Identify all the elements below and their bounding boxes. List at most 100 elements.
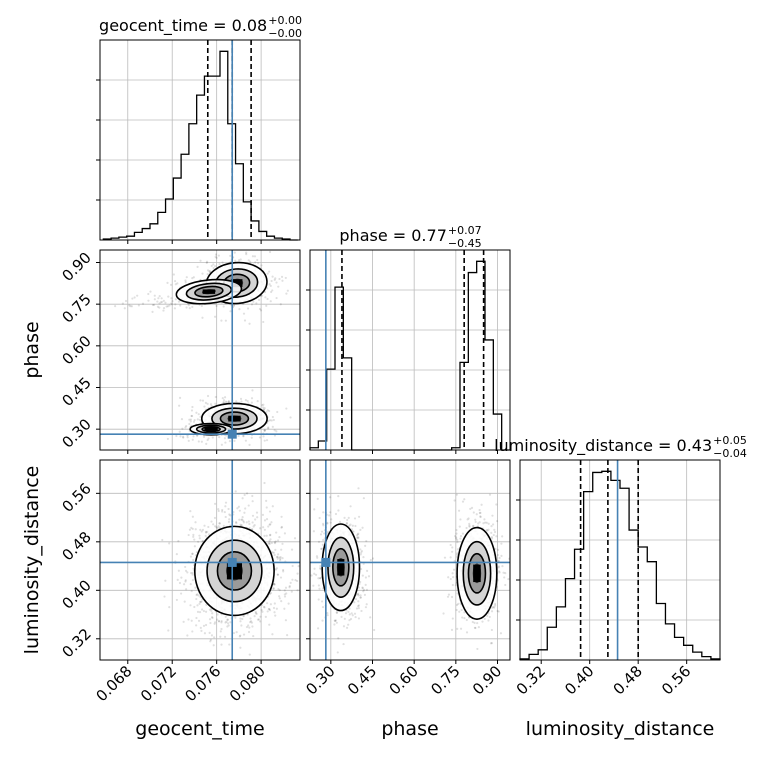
sample-point (229, 514, 232, 517)
sample-point (273, 583, 276, 586)
sample-point (222, 305, 225, 308)
sample-point (227, 507, 230, 511)
sample-point (255, 511, 259, 514)
sample-point (247, 630, 251, 634)
sample-point (332, 662, 334, 664)
sample-point (493, 530, 497, 534)
sample-point (258, 307, 262, 311)
sample-point (283, 593, 286, 596)
sample-point (476, 647, 479, 651)
sample-point (468, 522, 471, 525)
sample-point (180, 576, 183, 579)
sample-point (362, 562, 365, 565)
title-minus: −0.04 (713, 447, 747, 460)
sample-point (262, 403, 265, 406)
sample-point (266, 610, 269, 613)
sample-point (210, 616, 214, 619)
sample-point (162, 309, 165, 312)
sample-point (485, 528, 488, 532)
sample-point (262, 406, 265, 409)
sample-point (278, 556, 281, 559)
sample-point (189, 604, 192, 607)
sample-point (275, 531, 278, 534)
sample-point (283, 595, 287, 598)
sample-point (221, 261, 224, 264)
sample-point (187, 303, 190, 307)
truth-marker (321, 557, 331, 567)
sample-point (296, 579, 299, 583)
sample-point (191, 552, 194, 555)
sample-point (476, 622, 479, 625)
sample-point (357, 487, 360, 490)
sample-point (202, 435, 206, 438)
sample-point (203, 632, 207, 635)
sample-point (250, 303, 254, 306)
sample-point (495, 519, 499, 523)
sample-point (273, 434, 277, 437)
sample-point (278, 277, 281, 281)
sample-point (211, 612, 214, 615)
sample-point (457, 509, 461, 512)
sample-point (496, 609, 499, 613)
sample-point (254, 261, 257, 264)
x-tick-label: 0.56 (658, 662, 694, 698)
sample-point (180, 592, 183, 595)
sample-point (249, 617, 252, 620)
sample-point (453, 499, 456, 502)
density-peak (204, 427, 218, 431)
sample-point (275, 567, 279, 570)
sample-point (275, 556, 279, 559)
sample-point (497, 610, 500, 613)
sample-point (280, 526, 283, 529)
contour-line (462, 540, 492, 606)
sample-point (262, 526, 265, 529)
sample-point (257, 262, 260, 265)
sample-point (484, 521, 487, 524)
sample-point (233, 251, 236, 254)
sample-point (454, 535, 457, 538)
sample-point (479, 515, 482, 518)
sample-point (351, 524, 354, 527)
sample-point (320, 547, 323, 550)
sample-point (348, 524, 351, 527)
sample-point (460, 608, 463, 612)
sample-point (266, 602, 269, 605)
sample-point (274, 540, 277, 543)
sample-point (207, 525, 210, 529)
sample-point (248, 322, 251, 325)
sample-point (273, 278, 276, 281)
sample-point (342, 642, 345, 646)
sample-point (499, 632, 503, 635)
panel-background (100, 40, 300, 240)
sample-point (467, 517, 470, 520)
sample-point (337, 637, 340, 640)
sample-point (251, 500, 254, 503)
histogram-luminosity_distance (519, 470, 721, 660)
sample-point (265, 534, 268, 537)
sample-point (504, 572, 507, 575)
sample-point (215, 304, 218, 307)
sample-point (245, 521, 248, 524)
sample-point (272, 587, 275, 590)
sample-point (114, 305, 117, 308)
sample-point (188, 418, 191, 421)
sample-point (273, 429, 276, 432)
sample-point (191, 277, 194, 280)
sample-point (455, 536, 458, 539)
sample-point (326, 530, 329, 533)
sample-point (471, 620, 474, 624)
sample-point (217, 620, 221, 623)
sample-point (452, 576, 455, 579)
panel-title-phase: phase = 0.77 +0.07−0.45 (339, 224, 481, 250)
sample-point (243, 511, 246, 514)
panel-background (310, 250, 510, 450)
sample-point (208, 618, 212, 621)
sample-point (156, 300, 159, 303)
sample-point (253, 255, 257, 258)
sample-point (147, 292, 150, 296)
sample-point (291, 578, 294, 581)
sample-point (190, 414, 194, 418)
sample-point (335, 621, 338, 624)
sample-point (213, 636, 216, 639)
sample-point (204, 534, 207, 537)
